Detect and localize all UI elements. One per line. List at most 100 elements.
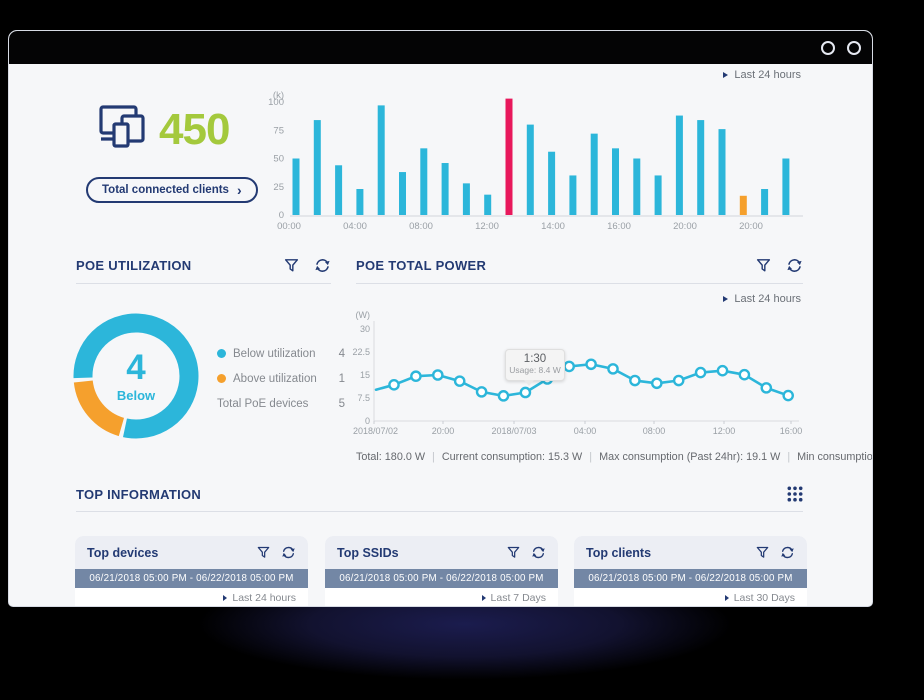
legend-item: Total PoE devices 5 <box>217 391 345 416</box>
total-connected-clients-button[interactable]: Total connected clients › <box>86 177 258 203</box>
svg-text:20:00: 20:00 <box>739 221 763 232</box>
chevron-right-icon: › <box>236 182 242 198</box>
bar <box>782 158 790 215</box>
poe-power-line-chart: (W) 0 7.5 15 22.5 30 2018/07/02 20:00 2018/07/03… <box>352 310 803 436</box>
svg-text:14:00: 14:00 <box>541 221 565 232</box>
tooltip-usage: Usage: 8.4 W <box>509 365 561 375</box>
svg-text:75: 75 <box>273 125 284 136</box>
data-point <box>629 374 641 387</box>
svg-text:16:00: 16:00 <box>607 221 631 232</box>
refresh-icon[interactable] <box>281 545 296 560</box>
card-title: Top clients <box>586 545 652 560</box>
clients-range-selector[interactable]: Last 24 hours <box>723 69 801 81</box>
data-point <box>585 358 597 371</box>
bar <box>718 129 726 215</box>
bar <box>569 175 577 215</box>
refresh-icon[interactable] <box>314 257 331 274</box>
svg-text:0: 0 <box>365 416 370 426</box>
titlebar-circle-icon[interactable] <box>847 41 861 55</box>
filter-icon[interactable] <box>283 257 300 274</box>
window-titlebar <box>9 31 872 64</box>
titlebar-circle-icon[interactable] <box>821 41 835 55</box>
filter-icon[interactable] <box>506 545 521 560</box>
refresh-icon[interactable] <box>531 545 546 560</box>
card-top-devices: Top devices 06/21/2018 05:00 PM - 06/22/… <box>75 536 308 606</box>
bar <box>292 158 300 215</box>
bar <box>335 165 343 215</box>
card-range-selector[interactable]: Last 7 Days <box>325 588 558 606</box>
legend-item: Below utilization 4 <box>217 341 345 366</box>
divider <box>356 283 803 284</box>
svg-text:15: 15 <box>360 370 370 380</box>
svg-text:7.5: 7.5 <box>357 393 370 403</box>
caret-right-icon <box>223 595 228 601</box>
bar <box>590 133 598 215</box>
data-point <box>410 370 422 383</box>
svg-text:50: 50 <box>273 154 284 165</box>
apps-grid-icon[interactable] <box>787 486 803 502</box>
svg-text:100: 100 <box>268 97 284 108</box>
card-header: Top clients <box>574 536 807 569</box>
range-label: Last 24 hours <box>734 69 801 81</box>
svg-text:22.5: 22.5 <box>352 347 370 357</box>
stat-item: Min consumption (Past 24hr): 1.3 W <box>797 451 873 463</box>
stat-item: Current consumption: 15.3 W <box>441 451 583 463</box>
refresh-icon[interactable] <box>780 545 795 560</box>
svg-text:12:00: 12:00 <box>713 426 736 436</box>
top-information-header: TOP INFORMATION <box>76 486 803 502</box>
bar <box>548 151 556 215</box>
data-point <box>497 390 510 402</box>
svg-text:04:00: 04:00 <box>343 221 367 232</box>
bar <box>462 183 470 215</box>
card-header: Top SSIDs <box>325 536 558 569</box>
stat-separator: | <box>589 451 593 463</box>
card-top-clients: Top clients 06/21/2018 05:00 PM - 06/22/… <box>574 536 807 606</box>
svg-text:04:00: 04:00 <box>574 426 597 436</box>
card-date-range: 06/21/2018 05:00 PM - 06/22/2018 05:00 P… <box>574 569 807 588</box>
data-point <box>432 369 444 381</box>
range-label: Last 24 hours <box>232 592 296 604</box>
range-label: Last 24 hours <box>734 293 801 305</box>
bar <box>313 120 321 215</box>
svg-text:20:00: 20:00 <box>432 426 455 436</box>
divider <box>76 511 803 512</box>
data-point <box>738 368 751 381</box>
clients-bar-chart: (k) 0 25 50 75 100 00:00 04:00 08:00 12:00 14:00 16… <box>268 90 803 232</box>
data-point <box>760 382 773 394</box>
card-date-range: 06/21/2018 05:00 PM - 06/22/2018 05:00 P… <box>75 569 308 588</box>
bar <box>739 195 747 215</box>
data-point <box>388 379 400 391</box>
range-label: Last 7 Days <box>490 592 546 604</box>
data-point <box>475 386 488 398</box>
panel-title: POE UTILIZATION <box>76 258 192 273</box>
filter-icon[interactable] <box>755 257 772 274</box>
svg-text:16:00: 16:00 <box>780 426 803 436</box>
data-point <box>563 360 575 373</box>
svg-text:0: 0 <box>279 210 284 221</box>
bar <box>697 120 705 215</box>
power-range-selector[interactable]: Last 24 hours <box>723 293 801 305</box>
filter-icon[interactable] <box>256 545 271 560</box>
data-point <box>694 366 707 379</box>
stat-separator: | <box>787 451 791 463</box>
connected-devices-icon <box>97 103 153 151</box>
legend-dot <box>217 349 226 358</box>
data-point <box>672 374 685 387</box>
bar <box>633 158 641 215</box>
bar <box>505 98 513 215</box>
svg-text:20:00: 20:00 <box>673 221 697 232</box>
card-range-selector[interactable]: Last 30 Days <box>574 588 807 606</box>
bar <box>612 148 619 215</box>
bar <box>654 175 662 215</box>
data-point <box>519 386 532 399</box>
card-header: Top devices <box>75 536 308 569</box>
filter-icon[interactable] <box>755 545 770 560</box>
card-range-selector[interactable]: Last 24 hours <box>75 588 308 606</box>
data-point <box>453 375 466 387</box>
legend-value: 5 <box>338 397 345 410</box>
legend-value: 1 <box>338 372 345 385</box>
stat-item: Max consumption (Past 24hr): 19.1 W <box>599 451 781 463</box>
poe-utilization-header: POE UTILIZATION <box>76 257 331 274</box>
refresh-icon[interactable] <box>786 257 803 274</box>
legend-item: Above utilization 1 <box>217 366 345 391</box>
